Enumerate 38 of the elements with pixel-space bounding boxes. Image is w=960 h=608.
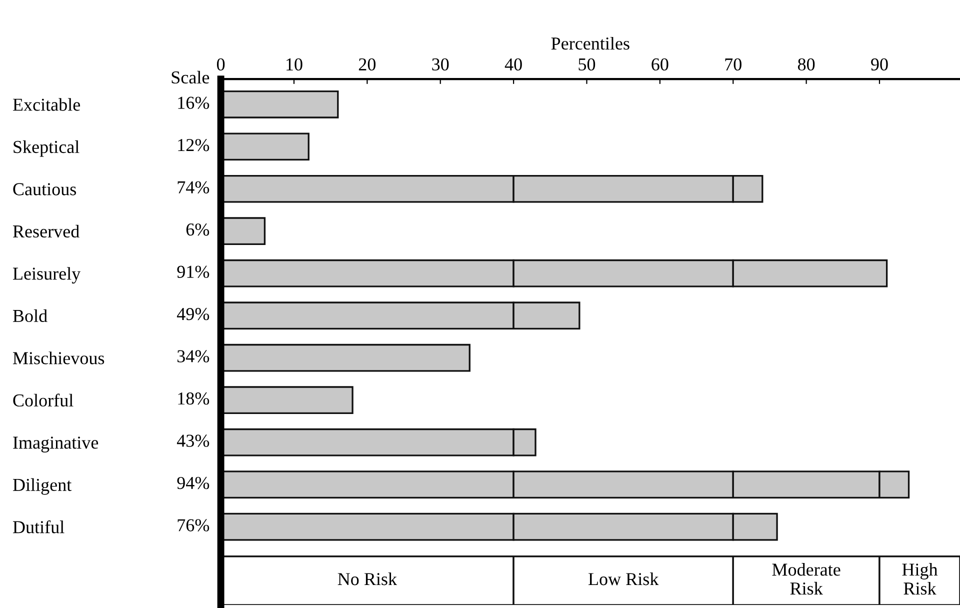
y-tick-label: Mischievous bbox=[12, 352, 104, 364]
x-axis-title: Percentiles bbox=[551, 36, 630, 50]
total-label: 18% bbox=[178, 392, 210, 405]
x-tick-label: 80 bbox=[798, 58, 815, 71]
total-label: 16% bbox=[178, 96, 210, 109]
x-tick-label: 20 bbox=[358, 58, 376, 71]
total-label: 43% bbox=[176, 434, 210, 447]
total-label: 6% bbox=[186, 223, 210, 236]
x-tick-label: 30 bbox=[432, 58, 449, 71]
x-tick-label: 40 bbox=[504, 58, 522, 71]
band-label: Moderate Risk bbox=[772, 563, 840, 595]
band-label: No Risk bbox=[338, 572, 398, 586]
band-label: Low Risk bbox=[588, 572, 659, 586]
total-label: 76% bbox=[178, 519, 210, 532]
x-tick-label: 10 bbox=[286, 58, 302, 71]
y-tick-label: Bold bbox=[12, 309, 48, 322]
band-label: High Risk bbox=[902, 563, 938, 595]
total-label: 94% bbox=[177, 476, 210, 490]
y-tick-label: Diligent bbox=[12, 478, 72, 495]
y-tick-label: Excitable bbox=[12, 98, 80, 111]
total-label: 49% bbox=[176, 308, 210, 320]
total-label: 34% bbox=[177, 350, 210, 362]
y-tick-label: Cautious bbox=[13, 183, 76, 196]
x-tick-label: 0 bbox=[216, 58, 225, 71]
y-tick-label: Colorful bbox=[13, 394, 74, 407]
y-tick-label: Dutiful bbox=[12, 520, 64, 534]
x-tick-label: 70 bbox=[725, 58, 742, 71]
y-tick-label: Leisurely bbox=[12, 267, 81, 284]
x-tick-label: 60 bbox=[652, 58, 668, 71]
total-label: 74% bbox=[178, 181, 210, 194]
x-tick-label: 50 bbox=[578, 58, 596, 71]
total-label: 91% bbox=[177, 266, 210, 278]
y-tick-label: Imaginative bbox=[13, 436, 98, 452]
text: Scale bbox=[172, 70, 210, 84]
x-tick-label: 90 bbox=[871, 58, 888, 71]
y-tick-label: Skeptical bbox=[14, 140, 80, 157]
y-tick-label: Reserved bbox=[12, 224, 80, 238]
total-label: 12% bbox=[178, 138, 210, 152]
